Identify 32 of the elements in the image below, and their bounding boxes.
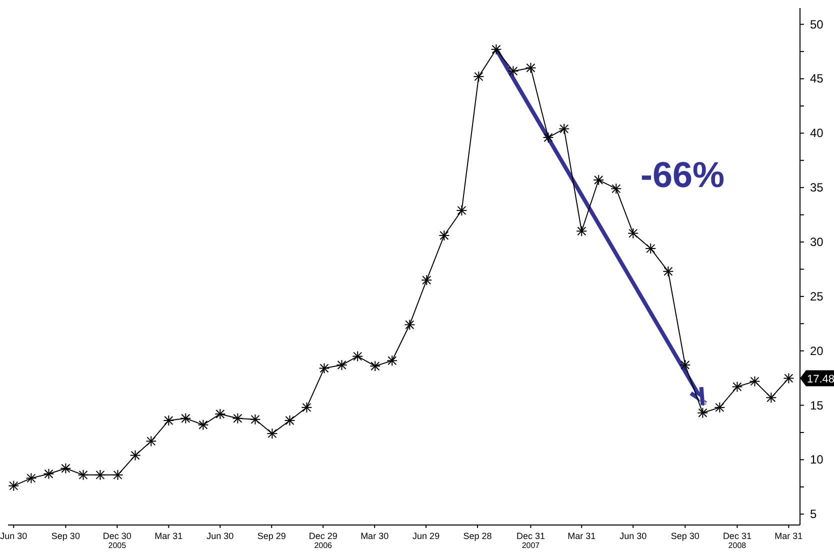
x-tick-label: Dec 31	[722, 531, 752, 541]
y-tick-label: 10	[810, 452, 824, 467]
x-tick-label: Sep 28	[463, 531, 492, 541]
x-tick-label: Sep 29	[257, 531, 286, 541]
y-tick-label: 45	[810, 72, 824, 86]
x-tick-label: Mar 31	[568, 531, 596, 541]
x-tick-label: Sep 30	[670, 531, 700, 541]
y-tick-label: 5	[810, 507, 817, 522]
x-tick-label: Dec 29	[308, 531, 338, 541]
text: 2008	[728, 541, 747, 550]
y-tick-label: 50	[810, 17, 824, 32]
y-tick-label: 30	[810, 235, 824, 250]
x-tick-label: Sep 30	[51, 531, 80, 541]
x-tick-label: Mar 30	[360, 531, 389, 541]
y-tick-label: 35	[810, 180, 824, 195]
x-tick-label: Dec 30	[102, 531, 132, 541]
x-tick-label: Mar 31	[154, 531, 183, 541]
annotation: -66%	[640, 154, 724, 196]
x-tick-label: Jun 30	[0, 531, 28, 541]
y-tick-label: 25	[810, 289, 824, 304]
x-tick-label: Mar 31	[774, 531, 803, 541]
text: 2005	[108, 541, 127, 550]
text: 2007	[522, 541, 540, 550]
y-tick-label: 15	[810, 398, 824, 412]
y-tick-label: 40	[810, 126, 824, 140]
x-tick-label: Jun 30	[206, 531, 234, 541]
x-tick-label: Jun 30	[620, 531, 647, 541]
y-tick-label: 20	[810, 344, 824, 358]
x-tick-label: Dec 31	[516, 531, 545, 541]
text: 2006	[314, 541, 333, 550]
x-tick-label: Jun 29	[412, 531, 440, 541]
data-label: 17.48	[807, 373, 834, 386]
